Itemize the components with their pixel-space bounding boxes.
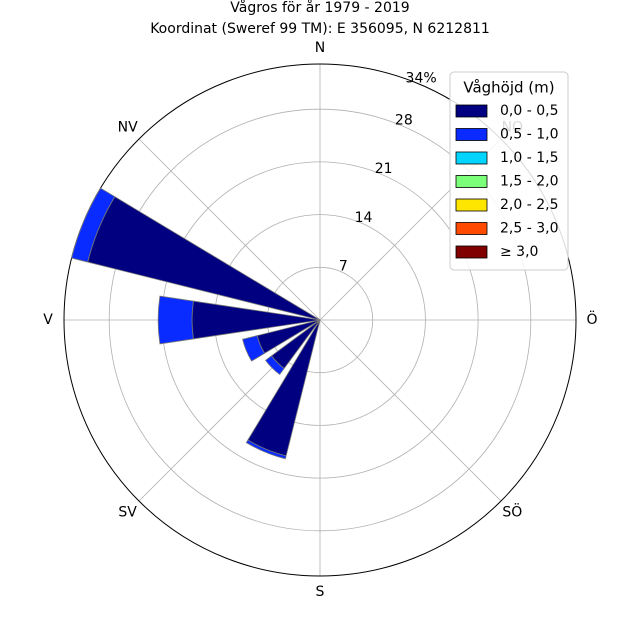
grid-spoke <box>319 319 502 502</box>
legend-label: ≥ 3,0 <box>500 244 538 260</box>
legend: Våghöjd (m) 0,0 - 0,5 0,5 - 1,0 1,0 - 1,5 1… <box>449 71 569 271</box>
chart-subtitle: Koordinat (Sweref 99 TM): E 356095, N 62… <box>150 21 490 37</box>
direction-label: NV <box>118 120 138 136</box>
legend-label: 0,0 - 0,5 <box>500 103 558 119</box>
sector-bar <box>157 295 194 345</box>
radial-tick-label: 34% <box>406 71 437 87</box>
polar-grid <box>63 63 577 577</box>
legend-label: 2,5 - 3,0 <box>500 221 558 237</box>
legend-swatch <box>455 222 488 235</box>
legend-label: 1,5 - 2,0 <box>500 174 558 190</box>
sector-bar <box>242 335 266 362</box>
legend-box <box>449 71 569 271</box>
direction-label: SV <box>118 504 137 520</box>
legend-swatch <box>455 245 488 259</box>
direction-label: N <box>315 40 325 56</box>
legend-swatch <box>455 198 488 212</box>
radial-tick-label: 7 <box>339 259 348 275</box>
legend-swatch <box>455 175 488 188</box>
legend-swatch <box>455 151 488 165</box>
legend-title: Våghöjd (m) <box>463 79 554 97</box>
sector-bar <box>245 439 287 460</box>
legend-label: 2,0 - 2,5 <box>500 197 558 213</box>
outer-ring <box>63 63 577 577</box>
sector-bars <box>71 187 321 460</box>
legend-swatch <box>455 104 488 118</box>
direction-label: Ö <box>586 310 597 328</box>
legend-swatch <box>455 128 488 141</box>
direction-label: S <box>316 584 325 600</box>
axis-labels: NNOÖSÖSSVVNV714212834% <box>43 40 597 600</box>
grid-spoke <box>138 138 321 321</box>
chart-title: Vågros för år 1979 - 2019 <box>230 0 409 16</box>
radial-tick-label: 21 <box>375 161 393 177</box>
sector-bar <box>191 300 321 340</box>
legend-label: 1,0 - 1,5 <box>500 150 558 166</box>
direction-label: SÖ <box>502 502 522 520</box>
legend-label: 0,5 - 1,0 <box>500 127 558 143</box>
direction-label: V <box>43 312 53 328</box>
sector-bar <box>264 355 285 376</box>
radial-tick-label: 28 <box>395 112 413 128</box>
sector-bar <box>71 187 116 263</box>
radial-tick-label: 14 <box>355 210 373 226</box>
sector-bar <box>87 196 321 321</box>
